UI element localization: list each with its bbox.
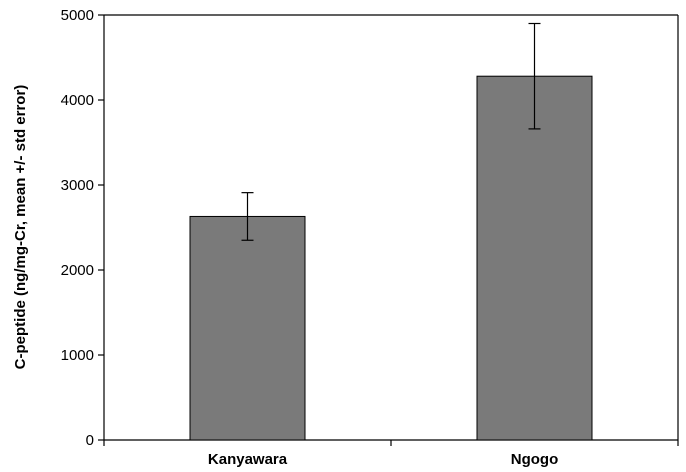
- error-bars: [241, 22, 541, 241]
- error-bar-ngogo: [528, 22, 541, 130]
- y-tick-label: 0: [86, 432, 94, 449]
- bar-ngogo: [476, 75, 593, 441]
- y-axis-title: C-peptide (ng/mg-Cr, mean +/- std error): [12, 85, 29, 370]
- y-tick-label: 1000: [61, 347, 94, 364]
- y-tick-label: 5000: [61, 7, 94, 24]
- y-tick-label: 4000: [61, 92, 94, 109]
- y-ticks: 0 1000 2000 3000 4000 5000: [61, 7, 104, 449]
- category-labels: Kanyawara Ngogo: [208, 451, 558, 468]
- bars: [189, 75, 593, 441]
- category-label-kanyawara: Kanyawara: [208, 451, 288, 468]
- error-bar-kanyawara: [241, 192, 254, 241]
- category-label-ngogo: Ngogo: [511, 451, 558, 468]
- bar-kanyawara: [189, 215, 306, 441]
- y-tick-label: 2000: [61, 262, 94, 279]
- x-ticks: [103, 440, 679, 446]
- y-tick-label: 3000: [61, 177, 94, 194]
